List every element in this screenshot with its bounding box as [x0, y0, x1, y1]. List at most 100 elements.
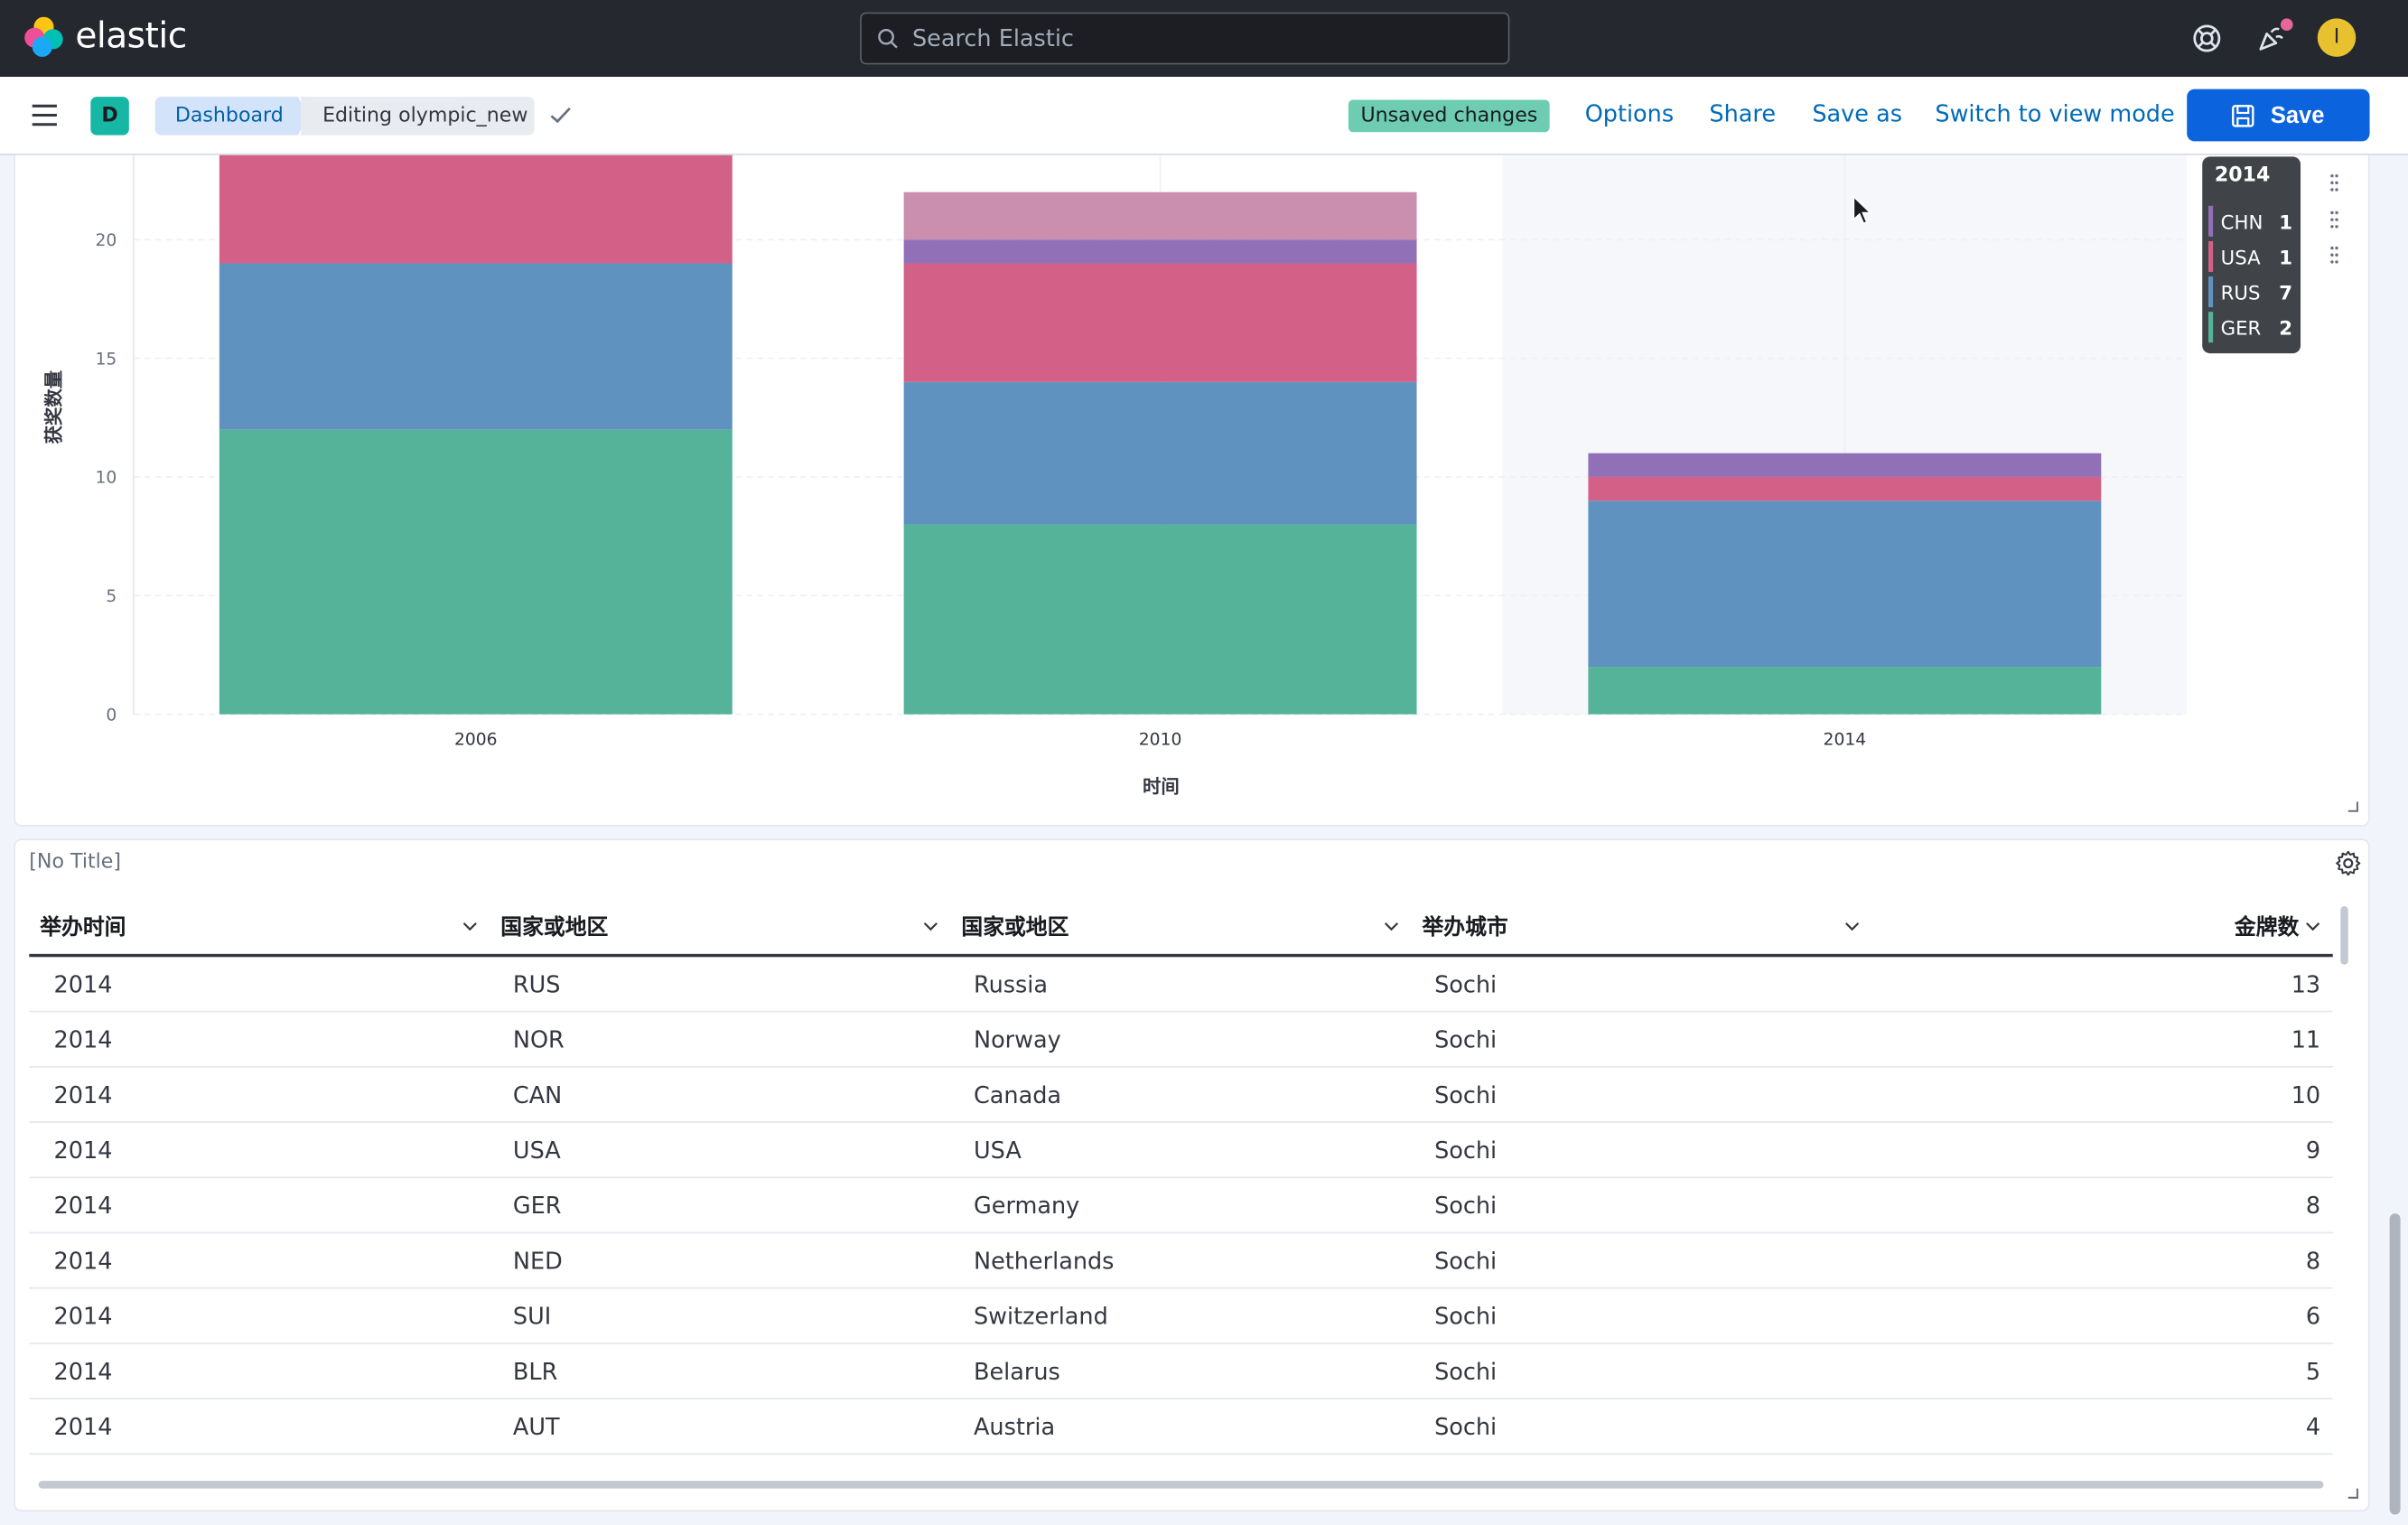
table-cell: USA: [512, 1137, 561, 1165]
app-toolbar: D Dashboard Editing olympic_new Unsaved …: [0, 77, 2408, 155]
global-search[interactable]: [860, 12, 1510, 65]
series-color-swatch: [2208, 276, 2214, 308]
table-cell: Sochi: [1434, 1247, 1498, 1276]
chevron-down-icon[interactable]: [461, 917, 479, 935]
table-cell: USA: [973, 1137, 1022, 1165]
x-tick-label: 2010: [1139, 731, 1182, 750]
drag-handle-icon[interactable]: [2329, 246, 2338, 264]
table-row[interactable]: 2014 RUS Russia Sochi 13: [29, 957, 2333, 1013]
column-header[interactable]: 国家或地区: [961, 915, 1069, 940]
checkmark-icon[interactable]: [546, 101, 574, 129]
column-header[interactable]: 举办城市: [1422, 915, 1508, 940]
help-icon[interactable]: [2189, 20, 2226, 57]
table-cell: 6: [2305, 1302, 2321, 1331]
table-cell: Sochi: [1434, 1137, 1498, 1165]
table-cell: Russia: [973, 970, 1049, 999]
save-icon: [2232, 104, 2255, 126]
save-button[interactable]: Save: [2187, 89, 2370, 142]
chevron-down-icon[interactable]: [2303, 917, 2321, 935]
bar-segment: [219, 263, 733, 430]
table-cell: Switzerland: [973, 1302, 1108, 1331]
panel-options-icon[interactable]: [2329, 173, 2338, 192]
table-row[interactable]: 2014 BLR Belarus Sochi 5: [29, 1344, 2333, 1399]
column-header[interactable]: 举办时间: [40, 915, 126, 940]
options-button[interactable]: Options: [1584, 99, 1675, 128]
table-cell: 11: [2291, 1025, 2321, 1054]
table-cell: 2014: [53, 1025, 113, 1054]
resize-handle-icon[interactable]: [2347, 800, 2359, 813]
table-cell: Germany: [973, 1192, 1080, 1221]
chevron-down-icon[interactable]: [921, 917, 939, 935]
table-cell: Belarus: [973, 1358, 1060, 1386]
table-panel: [No Title] 举办时间 国家或地区 国家或地区 举办城市 金牌数 201…: [14, 838, 2370, 1512]
unsaved-changes-badge: Unsaved changes: [1348, 99, 1550, 133]
hamburger-menu-icon[interactable]: [29, 100, 60, 131]
x-tick-label: 2014: [1824, 731, 1867, 750]
y-tick-label: 20: [95, 231, 117, 250]
chevron-down-icon[interactable]: [1843, 917, 1861, 935]
search-input[interactable]: [911, 24, 1497, 52]
table-vertical-scrollbar[interactable]: [2340, 906, 2348, 965]
table-row[interactable]: 2014 NOR Norway Sochi 11: [29, 1012, 2333, 1068]
table-cell: 2014: [53, 1081, 113, 1109]
elastic-logo-icon: [24, 16, 64, 57]
bar-segment: [903, 192, 1417, 240]
table-cell: 2014: [53, 1137, 113, 1165]
table-row[interactable]: 2014 AUT Austria Sochi 4: [29, 1399, 2333, 1455]
news-feed-icon[interactable]: [2253, 20, 2290, 57]
tooltip-series-value: 2: [2279, 315, 2293, 339]
table-row[interactable]: 2014 SUI Switzerland Sochi 6: [29, 1289, 2333, 1344]
bar-segment: [1588, 476, 2102, 501]
x-tick-label: 2006: [454, 731, 498, 750]
gear-icon[interactable]: [2334, 849, 2362, 877]
table-cell: 8: [2305, 1247, 2321, 1276]
table-cell: 10: [2291, 1081, 2321, 1109]
column-header[interactable]: 金牌数: [2234, 915, 2300, 940]
table-cell: 2014: [53, 1358, 113, 1386]
table-cell: AUT: [512, 1413, 560, 1441]
table-cell: Netherlands: [973, 1247, 1115, 1276]
stacked-bar-chart: 0 5 10 15 20 2006 2010 2014 时间 获奖数量: [42, 154, 2188, 797]
page-scrollbar[interactable]: [2389, 1213, 2401, 1515]
table-row[interactable]: 2014 USA USA Sochi 9: [29, 1123, 2333, 1179]
table-cell: 13: [2291, 970, 2321, 999]
drag-handle-icon[interactable]: [2329, 211, 2338, 229]
breadcrumb-dashboard[interactable]: Dashboard: [154, 97, 308, 136]
series-color-swatch: [2208, 205, 2214, 237]
elastic-logo[interactable]: elastic: [24, 16, 187, 57]
top-header: elastic I: [0, 0, 2408, 78]
table-cell: GER: [512, 1192, 562, 1221]
table-cell: 2014: [53, 970, 113, 999]
save-button-label: Save: [2270, 102, 2325, 128]
chart-panel: 0 5 10 15 20 2006 2010 2014 时间 获奖数量: [14, 154, 2370, 827]
y-tick-label: 0: [106, 706, 117, 725]
table-cell: NED: [512, 1247, 563, 1276]
space-avatar[interactable]: D: [90, 97, 129, 136]
table-cell: Sochi: [1434, 1302, 1498, 1331]
switch-to-view-mode-button[interactable]: Switch to view mode: [1935, 99, 2175, 128]
table-row[interactable]: 2014 NED Netherlands Sochi 8: [29, 1233, 2333, 1289]
y-tick-label: 15: [95, 350, 117, 369]
table-row[interactable]: 2014 CAN Canada Sochi 10: [29, 1068, 2333, 1123]
tooltip-series-value: 7: [2279, 280, 2293, 304]
column-header[interactable]: 国家或地区: [500, 915, 609, 940]
table-cell: 9: [2305, 1137, 2321, 1165]
resize-handle-icon[interactable]: [2347, 1487, 2359, 1500]
table-horizontal-scrollbar[interactable]: [38, 1481, 2324, 1489]
chevron-down-icon[interactable]: [1382, 917, 1400, 935]
bar-segment: [903, 239, 1417, 264]
table-cell: Austria: [973, 1413, 1056, 1441]
tooltip-row: USA 1: [2208, 240, 2294, 272]
tooltip-series-name: USA: [2220, 245, 2261, 268]
user-avatar[interactable]: I: [2317, 18, 2357, 57]
table-cell: Sochi: [1434, 1413, 1498, 1441]
table-cell: RUS: [512, 970, 561, 999]
tooltip-series-value: 1: [2279, 210, 2293, 233]
table-row[interactable]: 2014 GER Germany Sochi 8: [29, 1178, 2333, 1234]
save-as-button[interactable]: Save as: [1812, 99, 1902, 128]
tooltip-row: GER 2: [2208, 312, 2294, 343]
table-cell: 2014: [53, 1413, 113, 1441]
tooltip-series-value: 1: [2279, 245, 2293, 268]
bar-segment: [1588, 667, 2102, 715]
share-button[interactable]: Share: [1709, 99, 1777, 128]
